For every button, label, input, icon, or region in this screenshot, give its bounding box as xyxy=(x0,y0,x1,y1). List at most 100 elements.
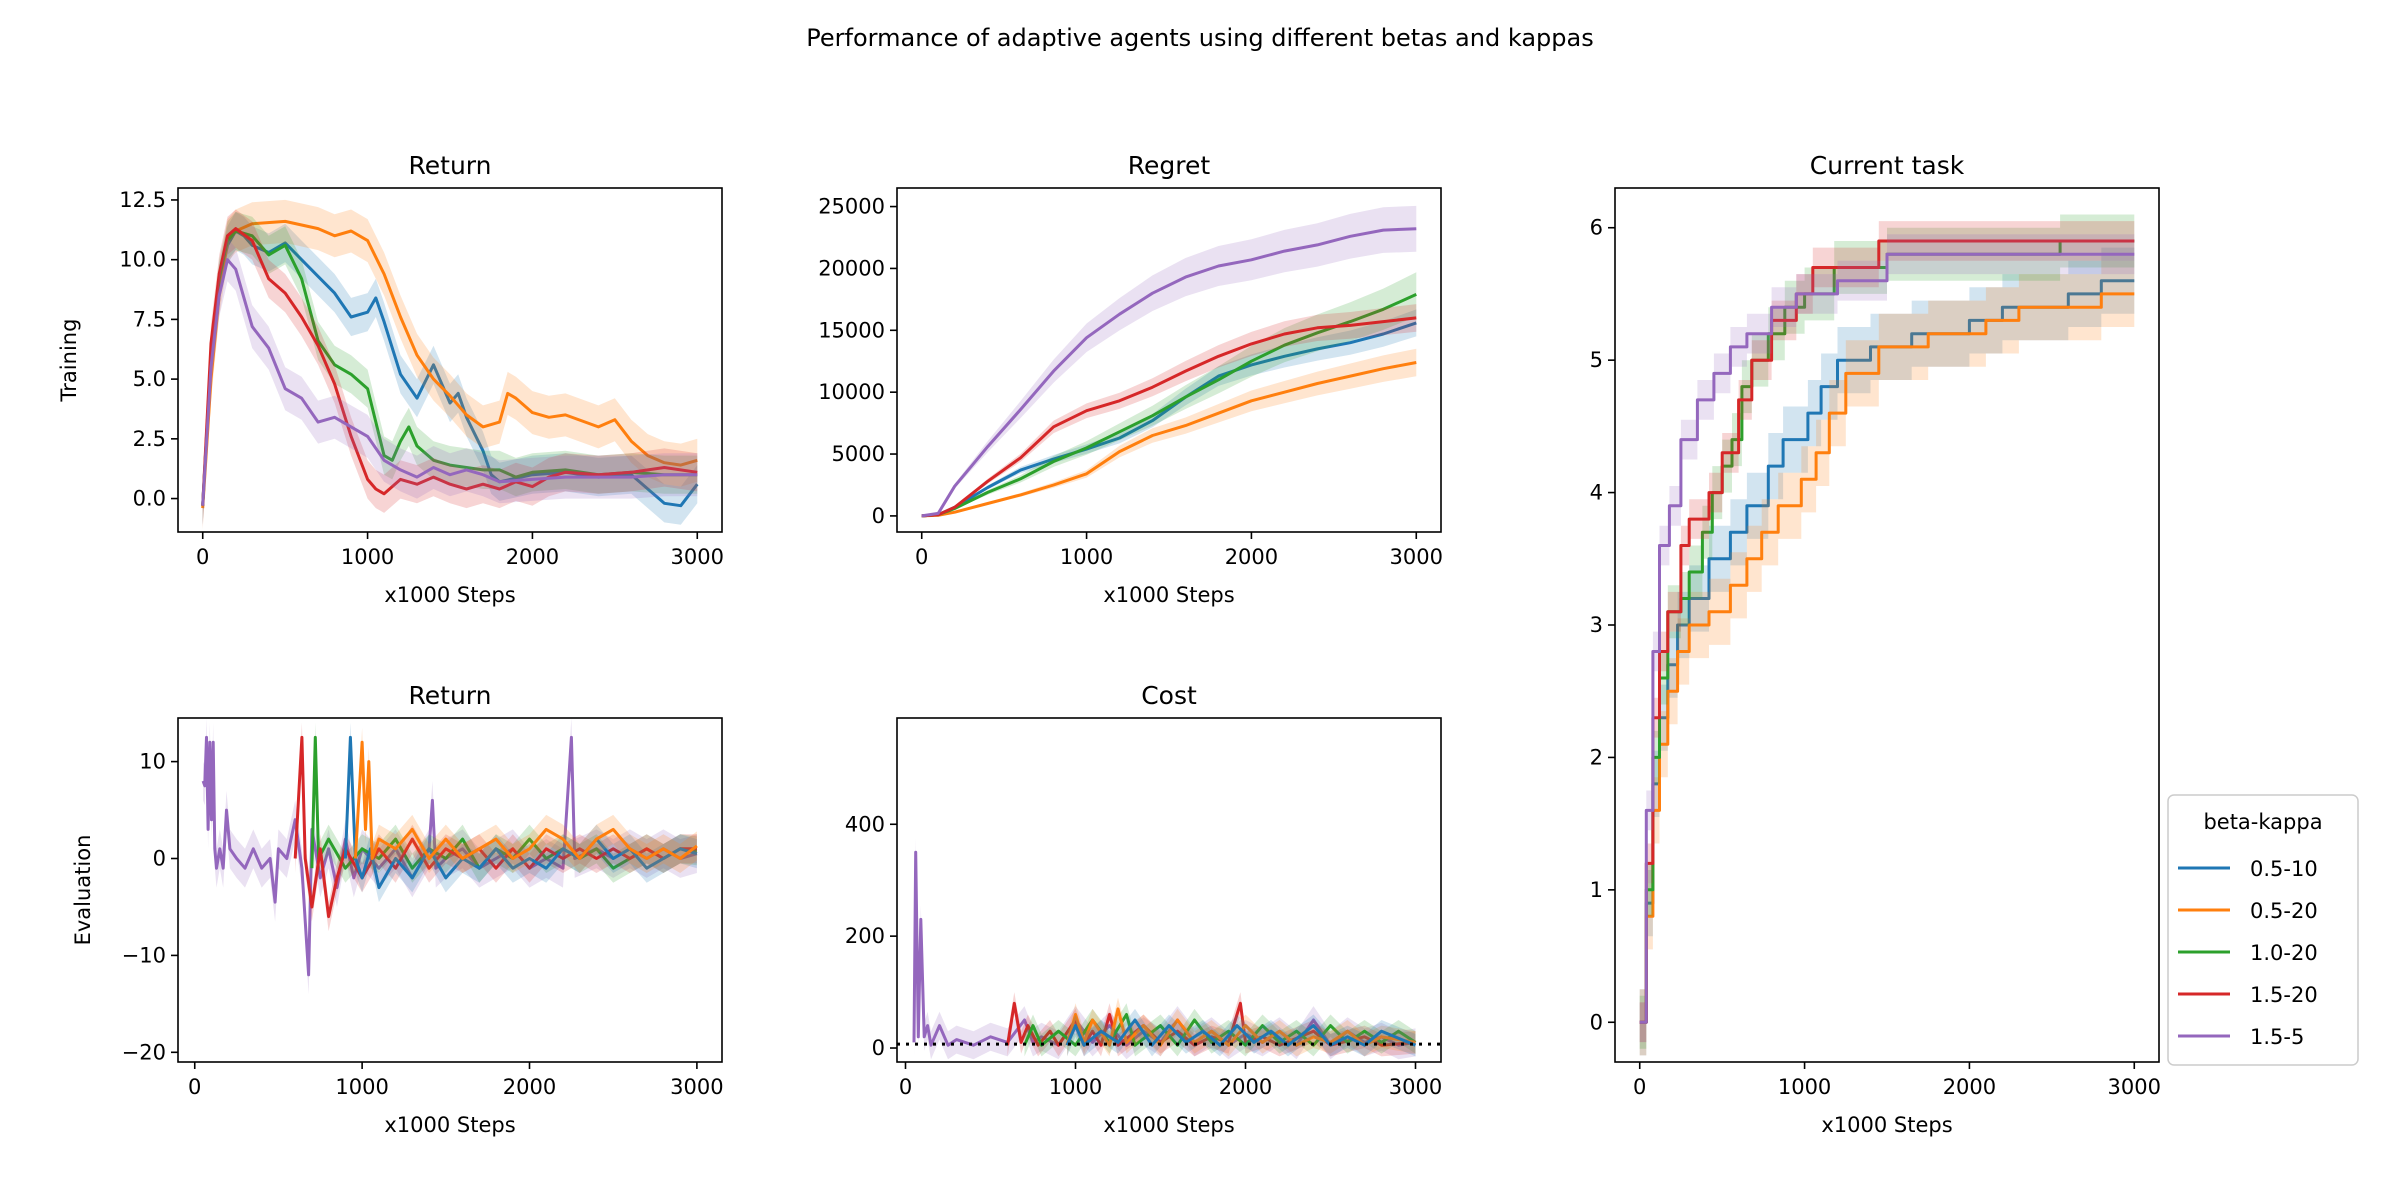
x-tick-label: 3000 xyxy=(1389,1075,1442,1099)
y-tick-label: 0.0 xyxy=(133,487,166,511)
y-tick-label: 0 xyxy=(153,847,166,871)
series-band-0.5-20 xyxy=(355,727,697,873)
x-tick-label: 1000 xyxy=(335,1075,388,1099)
panel-train-regret: 0 1000 2000 3000 0 5000 10000 15000 20000 25000 Re… xyxy=(818,151,1443,607)
x-axis-label: x1000 Steps xyxy=(1103,1113,1234,1137)
series-band-0.5-20 xyxy=(202,199,698,530)
series-band-1.5-20 xyxy=(295,722,697,932)
y-tick-label: 0 xyxy=(872,1036,885,1060)
x-tick-label: 2000 xyxy=(1219,1075,1272,1099)
y-tick-label: 5.0 xyxy=(133,367,166,391)
series-line-1.5-5 xyxy=(1639,252,2135,1024)
series-band-0.5-20 xyxy=(1639,260,2135,1056)
y-tick-label: 10 xyxy=(139,750,166,774)
x-axis-label: x1000 Steps xyxy=(1103,583,1234,607)
y-tick-label: 20000 xyxy=(818,256,885,280)
panel-title: Cost xyxy=(1141,681,1197,710)
panels: 0 1000 2000 30000.02.55.07.510.012.5Returnx… xyxy=(57,151,2161,1137)
legend-label: 1.0-20 xyxy=(2250,941,2318,965)
legend-entry: 0.5-20 xyxy=(2178,899,2318,923)
y-tick-label: 12.5 xyxy=(119,188,166,212)
x-axis-label: x1000 Steps xyxy=(384,1113,515,1137)
x-tick-label: 1000 xyxy=(1060,545,1113,569)
x-tick-label: 1000 xyxy=(1778,1075,1831,1099)
panel-eval-return: 0 1000 2000 3000 −20 −10 0 10 Return x1000 Steps E… xyxy=(71,681,724,1137)
legend-label: 1.5-5 xyxy=(2250,1025,2304,1049)
legend-label: 1.5-20 xyxy=(2250,983,2318,1007)
series-line-0.5-20 xyxy=(1065,1007,1416,1047)
panel-current-task: 0 1000 2000 3000 0 1 2 3 4 5 6 Current task x1000 St… xyxy=(1590,151,2161,1137)
x-axis-label: x1000 Steps xyxy=(1821,1113,1952,1137)
y-axis-label: Training xyxy=(57,319,81,403)
series-line-0.5-10 xyxy=(1065,1018,1417,1047)
y-tick-label: 2.5 xyxy=(133,427,166,451)
x-tick-label: 0 xyxy=(1633,1075,1646,1099)
panel-title: Regret xyxy=(1128,151,1211,180)
legend-entry: 0.5-10 xyxy=(2178,857,2318,881)
legend-title: beta-kappa xyxy=(2203,810,2322,834)
axes-frame xyxy=(177,717,723,1063)
series-line-0.5-20 xyxy=(201,219,698,509)
series-line-1.5-5 xyxy=(201,735,698,977)
x-tick-label: 3000 xyxy=(1390,545,1443,569)
y-tick-label: 25000 xyxy=(818,195,885,219)
legend-label: 0.5-20 xyxy=(2250,899,2318,923)
y-tick-label: 1 xyxy=(1590,878,1603,902)
series-line-1.5-5 xyxy=(201,258,698,506)
y-tick-label: 15000 xyxy=(818,318,885,342)
series-band-0.5-10 xyxy=(202,211,698,525)
series-line-1.0-20 xyxy=(1023,1013,1417,1047)
y-tick-label: 10.0 xyxy=(119,248,166,272)
y-tick-label: 7.5 xyxy=(133,307,166,331)
y-tick-label: −20 xyxy=(122,1040,166,1064)
y-tick-label: 2 xyxy=(1590,745,1603,769)
axes-frame xyxy=(896,717,1442,1063)
plot-area xyxy=(201,718,698,995)
x-tick-label: 2000 xyxy=(506,545,559,569)
plot-area xyxy=(897,838,1441,1060)
y-tick-label: 5 xyxy=(1590,348,1603,372)
legend-box xyxy=(2167,794,2359,1066)
legend: beta-kappa 0.5-10 0.5-20 1.0-20 1.5-20 1.5-5 xyxy=(2167,794,2359,1066)
legend-entry: 1.5-5 xyxy=(2178,1025,2304,1049)
plot-area xyxy=(201,199,699,530)
x-tick-label: 2000 xyxy=(1943,1075,1996,1099)
y-tick-label: 0 xyxy=(1590,1010,1603,1034)
y-tick-label: 3 xyxy=(1590,613,1603,637)
panel-title: Return xyxy=(409,151,492,180)
series-band-1.5-20 xyxy=(1007,992,1416,1057)
panel-eval-cost: 0 1000 2000 3000 0 200 400 Cost x1000 Steps xyxy=(845,681,1442,1137)
x-tick-label: 1000 xyxy=(1049,1075,1102,1099)
y-tick-label: 400 xyxy=(845,812,885,836)
x-tick-label: 3000 xyxy=(2108,1075,2161,1099)
series-line-0.5-20 xyxy=(921,361,1417,518)
panel-train-return: 0 1000 2000 3000 0.0 2.5 5.0 7.5 10.0 12.5 Return x… xyxy=(57,151,724,607)
x-tick-label: 0 xyxy=(196,545,209,569)
x-tick-label: 3000 xyxy=(671,545,724,569)
series-line-0.5-10 xyxy=(921,321,1417,518)
x-tick-label: 2000 xyxy=(1225,545,1278,569)
series-line-1.0-20 xyxy=(921,293,1417,518)
series-band-1.0-20 xyxy=(1024,1003,1416,1057)
series-line-1.5-5 xyxy=(921,227,1417,518)
x-tick-label: 0 xyxy=(915,545,928,569)
panel-title: Return xyxy=(409,681,492,710)
y-tick-label: 5000 xyxy=(832,442,885,466)
series-line-1.5-20 xyxy=(201,227,698,506)
y-tick-label: 10000 xyxy=(818,380,885,404)
series-line-1.0-20 xyxy=(201,229,698,506)
series-line-0.5-10 xyxy=(201,229,699,508)
series-band-1.5-5 xyxy=(921,205,1417,517)
y-axis-label: Evaluation xyxy=(71,835,95,946)
panel-title: Current task xyxy=(1810,151,1965,180)
series-line-0.5-20 xyxy=(353,740,698,860)
y-tick-label: 6 xyxy=(1590,216,1603,240)
x-tick-label: 0 xyxy=(188,1075,201,1099)
plot-area xyxy=(1639,214,2135,1056)
y-tick-label: 4 xyxy=(1590,481,1603,505)
x-axis-label: x1000 Steps xyxy=(384,583,515,607)
legend-entry: 1.5-20 xyxy=(2178,983,2318,1007)
y-tick-label: 200 xyxy=(845,924,885,948)
